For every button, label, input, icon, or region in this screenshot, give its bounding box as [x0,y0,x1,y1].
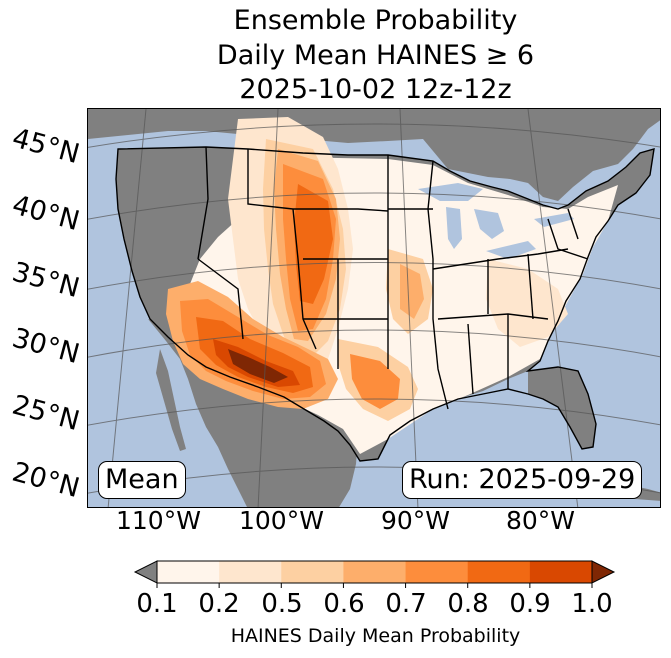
cb-tick-4: 0.7 [385,589,427,619]
map-panel: Mean Run: 2025-09-29 [87,108,661,508]
baja-california [156,349,186,451]
cb-tick-3: 0.6 [323,589,365,619]
lon-label-100: 100°W [239,506,324,535]
lat-label-30: 30°N [8,322,83,371]
colorbar-over-arrow [591,560,616,584]
run-badge: Run: 2025-09-29 [402,461,643,499]
great-lakes [418,183,574,259]
colorbar-outline [156,560,593,584]
title-line-1: Ensemble Probability [233,5,518,36]
colorbar-bin [157,561,220,583]
probability-map [88,109,660,507]
state-borders [115,146,655,462]
cb-tick-2: 0.5 [261,589,303,619]
lon-label-80: 80°W [506,506,576,535]
colorbar-label: HAINES Daily Mean Probability [230,625,521,647]
cb-tick-1: 0.2 [198,589,240,619]
lat-label-35: 35°N [8,256,83,305]
cb-tick-7: 1.0 [571,589,613,619]
cb-tick-5: 0.8 [447,589,489,619]
florida-land [528,367,596,449]
title-line-2: Daily Mean HAINES ≥ 6 [216,40,535,71]
colorbar-bin [529,561,593,583]
colorbar-bin [467,561,531,583]
lon-label-110: 110°W [116,506,201,535]
lat-label-45: 45°N [8,122,83,171]
colorbar-bin [405,561,469,583]
mean-badge: Mean [98,461,186,499]
title-line-3: 2025-10-02 12z-12z [239,74,512,105]
colorbar-bin [281,561,344,583]
colorbar-under-arrow [133,560,158,584]
cb-tick-6: 0.9 [509,589,551,619]
colorbar-bin [219,561,282,583]
lat-label-40: 40°N [8,189,83,238]
colorbar-bin [343,561,407,583]
lon-label-90: 90°W [381,506,451,535]
canada-land [88,109,660,201]
lat-label-25: 25°N [8,389,83,438]
cb-tick-0: 0.1 [136,589,178,619]
lat-label-20: 20°N [8,456,83,505]
